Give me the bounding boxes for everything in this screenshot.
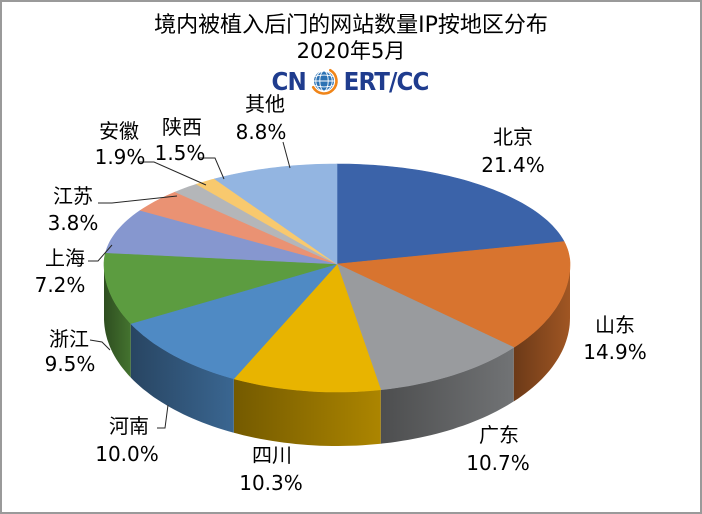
cncert-logo: CN ERT/CC [2, 64, 700, 98]
pie-slice-浙江 [103, 252, 338, 324]
pie-slice-四川 [233, 263, 382, 393]
leader-line-安徽 [138, 161, 207, 186]
pie-slice-山东 [335, 241, 571, 348]
leader-line-浙江 [89, 339, 111, 351]
pie-slice-江苏 [139, 191, 338, 265]
leader-line-陕西 [199, 157, 225, 180]
pie-slice-其他 [213, 163, 338, 265]
pie-rim-河南 [130, 323, 234, 433]
pie-top-faces [103, 163, 571, 393]
pie-slice-河南 [130, 263, 338, 380]
pie-rim-walls [104, 264, 570, 446]
chart-subtitle: 2020年5月 [296, 39, 406, 63]
logo-text-left: CN [271, 66, 307, 96]
pie-slice-广东 [336, 263, 515, 391]
pie-rim-山东 [513, 264, 570, 402]
globe-icon [311, 68, 338, 95]
leader-line-其他 [282, 141, 291, 169]
pie-rim-四川 [233, 378, 381, 446]
chart-title: 境内被植入后门的网站数量IP按地区分布 [154, 13, 548, 38]
leader-line-江苏 [98, 195, 178, 204]
pie-slice-北京 [336, 163, 565, 265]
leader-lines [88, 141, 291, 429]
pie-slice-上海 [105, 210, 338, 265]
logo-text-right: ERT/CC [343, 66, 429, 96]
globe-swoosh [311, 68, 338, 95]
leader-line-上海 [88, 244, 113, 262]
leader-line-河南 [157, 404, 169, 429]
globe-grid [313, 70, 334, 92]
pie-slice-安徽 [174, 183, 338, 265]
pie-rim-广东 [380, 347, 514, 444]
pie-rim-浙江 [104, 264, 131, 378]
